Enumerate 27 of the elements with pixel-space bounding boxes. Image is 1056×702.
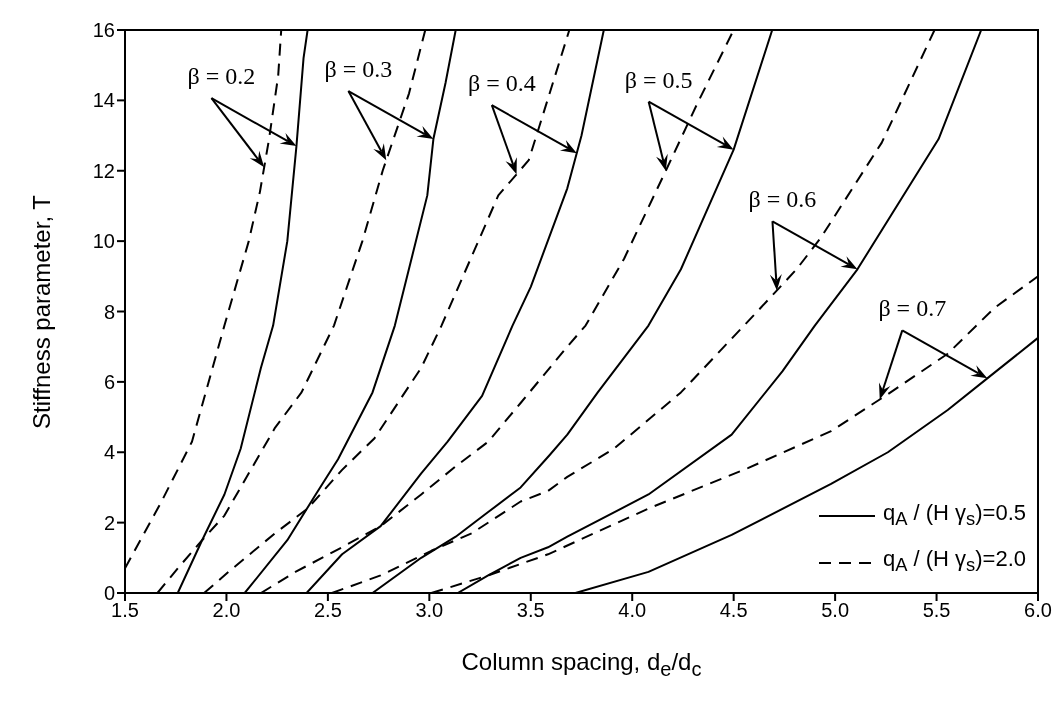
y-tick-label: 12 [92,159,115,182]
y-tick-label: 10 [92,230,115,253]
x-tick-label: 2.0 [212,599,241,622]
x-tick-label: 5.5 [922,599,951,622]
x-tick-label: 3.0 [415,599,444,622]
x-tick-label: 6.0 [1024,599,1052,622]
y-axis-title: Stiffness parameter, T [28,194,56,429]
x-tick-label: 3.5 [516,599,545,622]
annotation: β = 0.3 [324,56,393,83]
annotation: β = 0.7 [878,295,947,322]
legend-label: q$_{A}$ / (H γ$_{s}$)=0.5 [882,499,1026,532]
y-tick-label: 6 [103,370,115,393]
x-axis-title: Column spacing, d$_{e}$/d$_{c}$ [460,648,703,681]
annotation: β = 0.6 [748,186,817,213]
annotation: β = 0.5 [624,66,693,93]
y-tick-label: 8 [103,300,115,323]
x-tick-label: 2.5 [313,599,342,622]
y-tick-label: 2 [103,511,115,534]
annotation: β = 0.4 [467,70,536,97]
y-tick-label: 14 [92,89,115,112]
y-tick-label: 4 [103,441,115,464]
x-tick-label: 4.5 [719,599,748,622]
x-tick-label: 4.0 [618,599,647,622]
annotation: β = 0.2 [187,63,256,90]
x-tick-label: 5.0 [821,599,850,622]
legend-label: q$_{A}$ / (H γ$_{s}$)=2.0 [882,545,1026,578]
y-tick-label: 16 [92,19,115,42]
